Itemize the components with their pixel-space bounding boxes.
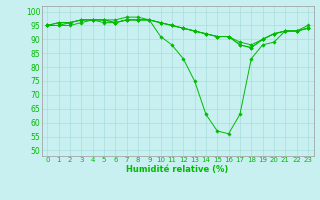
X-axis label: Humidité relative (%): Humidité relative (%) (126, 165, 229, 174)
